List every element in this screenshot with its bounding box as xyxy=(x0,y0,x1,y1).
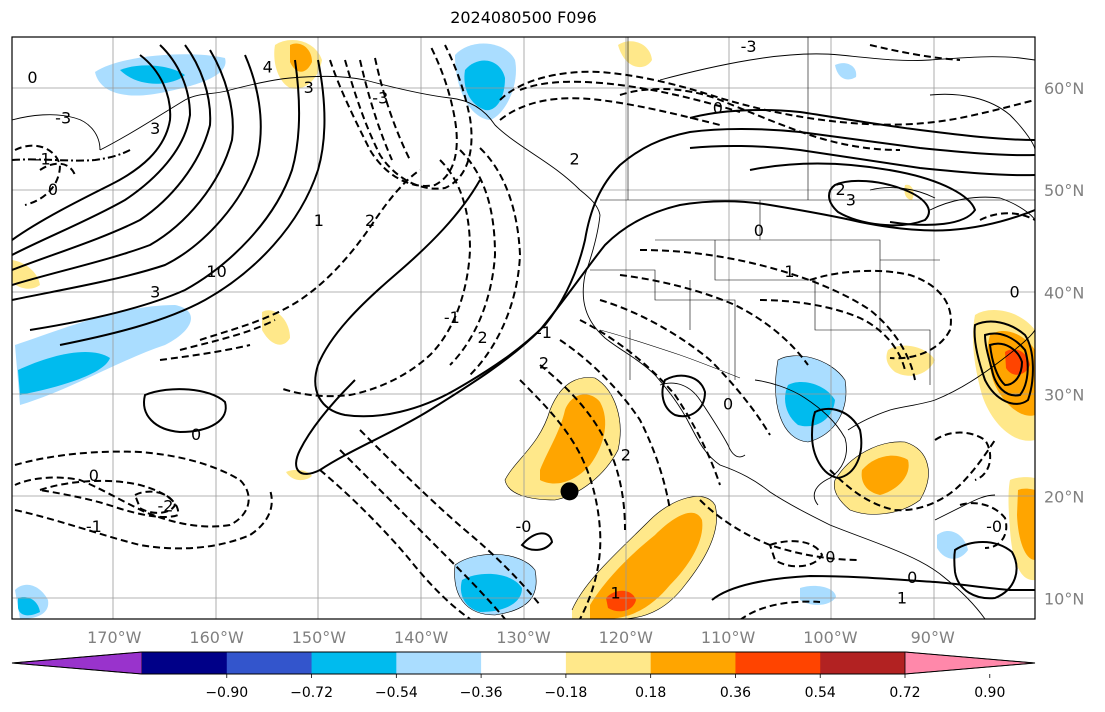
contour-label: 3 xyxy=(846,190,856,209)
colorbar-tick-label: −0.54 xyxy=(375,685,418,701)
latitude-label: 60°N xyxy=(1044,79,1084,98)
map-canvas: 0-3-1043-3321103-1200-2-12-12-0120-30123… xyxy=(12,37,1035,619)
colorbar-tick-label: 0.54 xyxy=(805,685,836,701)
negative-contours xyxy=(14,44,1035,619)
longitude-label: 160°W xyxy=(189,628,244,647)
colorbar-segment xyxy=(11,651,143,675)
contour-label: 3 xyxy=(150,119,160,138)
marker-layer xyxy=(560,482,579,501)
zero-contour-dashdot xyxy=(12,149,131,162)
longitude-label: 110°W xyxy=(701,628,756,647)
positive-contours xyxy=(12,44,1035,601)
contour-label: 1 xyxy=(897,589,907,608)
colorbar-segment xyxy=(820,652,906,674)
contour-label: 0 xyxy=(723,395,733,414)
colorbar-tick-label: 0.36 xyxy=(720,685,751,701)
colorbar-segment xyxy=(142,652,228,674)
colorbar-segment xyxy=(735,652,821,674)
contour-label: 0 xyxy=(89,466,99,485)
contour-label: 0 xyxy=(191,425,201,444)
contour-label: -3 xyxy=(55,109,71,128)
colorbar-tick-label: 0.90 xyxy=(974,685,1005,701)
colorbar-segment xyxy=(396,652,482,674)
contour-label: 3 xyxy=(304,78,314,97)
contour-label: 3 xyxy=(150,282,160,301)
contour-label: 2 xyxy=(621,446,631,465)
contour-label: -1 xyxy=(536,323,552,342)
contour-label: 0 xyxy=(907,568,917,587)
colorbar-segment xyxy=(311,652,397,674)
colorbar-segment xyxy=(650,652,736,674)
longitude-label: 130°W xyxy=(496,628,551,647)
gridlines xyxy=(12,37,1035,619)
contour-label: 1 xyxy=(784,262,794,281)
contour-label: 2 xyxy=(570,150,580,169)
longitude-label: 170°W xyxy=(87,628,142,647)
contour-label: -1 xyxy=(444,308,460,327)
contour-label: 0 xyxy=(48,180,58,199)
contour-label: -3 xyxy=(372,88,388,107)
contour-label: 1 xyxy=(314,211,324,230)
contour-label: 4 xyxy=(263,58,273,77)
latitude-labels: 10°N 20°N 30°N 40°N 50°N 60°N xyxy=(1044,79,1084,609)
contour-label: 2 xyxy=(836,180,846,199)
longitude-labels: 170°W 160°W 150°W 140°W 130°W 120°W 110°W 100°W… xyxy=(87,628,955,647)
longitude-label: 140°W xyxy=(394,628,449,647)
longitude-label: 90°W xyxy=(911,628,955,647)
contour-label: -0 xyxy=(516,517,532,536)
latitude-label: 40°N xyxy=(1044,283,1084,302)
contour-label: -2 xyxy=(157,497,173,516)
colorbar-segment xyxy=(904,651,1036,675)
map-frame xyxy=(11,36,1036,620)
colorbar-tick-label: 0.72 xyxy=(889,685,920,701)
colorbar-segment xyxy=(226,652,313,674)
colorbar-tick-label: −0.72 xyxy=(290,685,333,701)
colorbar-tick-label: −0.36 xyxy=(460,685,503,701)
contour-label: 0 xyxy=(825,548,835,567)
longitude-label: 150°W xyxy=(292,628,347,647)
longitude-label: 100°W xyxy=(803,628,858,647)
contour-label: 0 xyxy=(713,98,723,117)
latitude-label: 20°N xyxy=(1044,487,1084,506)
location-marker xyxy=(560,482,579,501)
latitude-label: 30°N xyxy=(1044,385,1084,404)
contour-label: 2 xyxy=(477,328,487,347)
colorbar-tick-label: −0.18 xyxy=(544,685,587,701)
contour-label: -1 xyxy=(86,517,102,536)
latitude-label: 50°N xyxy=(1044,181,1084,200)
contour-label: 1 xyxy=(610,583,620,602)
contour-label: -3 xyxy=(741,37,757,56)
colorbar xyxy=(11,651,1036,675)
contour-label: -0 xyxy=(986,517,1002,536)
contour-label: 0 xyxy=(754,221,764,240)
contour-label: 10 xyxy=(206,262,226,281)
shading-layer xyxy=(12,40,1035,619)
colorbar-tick-labels: −0.90 −0.72 −0.54 −0.36 −0.18 0.18 0.36 0.54 0.7… xyxy=(205,674,1005,701)
colorbar-segment xyxy=(481,652,567,674)
colorbar-segment xyxy=(565,652,652,674)
coastlines xyxy=(12,53,1035,619)
contour-label: 2 xyxy=(365,211,375,230)
contour-label: -1 xyxy=(35,150,51,169)
longitude-label: 120°W xyxy=(599,628,654,647)
latitude-label: 10°N xyxy=(1044,590,1084,609)
contour-labels: 0-3-1043-3321103-1200-2-12-12-0120-30123… xyxy=(27,37,1019,608)
colorbar-tick-label: −0.90 xyxy=(205,685,248,701)
contour-label: 2 xyxy=(539,354,549,373)
map-title: 2024080500 F096 xyxy=(450,8,597,27)
contour-label: 0 xyxy=(27,68,37,87)
contour-label: 0 xyxy=(1009,282,1019,301)
colorbar-tick-label: 0.18 xyxy=(635,685,666,701)
